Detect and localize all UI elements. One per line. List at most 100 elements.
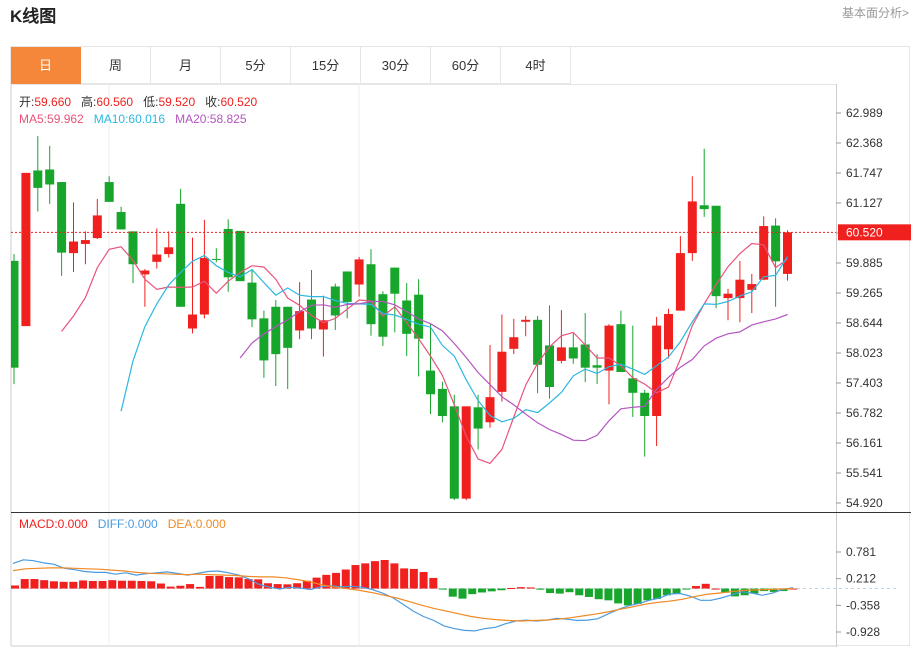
candle-body	[199, 257, 209, 315]
diff-label: DIFF:	[98, 517, 128, 531]
tab-month[interactable]: 月	[151, 47, 221, 84]
macd-bar	[789, 588, 798, 590]
macd-label: MACD:	[19, 517, 58, 531]
macd-bar	[380, 559, 389, 589]
macd-bar	[623, 588, 632, 606]
macd-bar	[643, 588, 652, 601]
candle-body	[711, 205, 721, 297]
candle-body	[485, 397, 495, 423]
candle-body	[592, 365, 602, 368]
fundamental-analysis-link[interactable]: 基本面分析>	[841, 6, 909, 20]
candle-body	[545, 345, 554, 388]
macd-bar	[186, 584, 195, 589]
macd-bar	[507, 587, 516, 589]
candle-body	[735, 279, 745, 299]
ma5-value: 59.962	[47, 112, 84, 126]
macd-bar	[263, 583, 272, 589]
candle-body	[164, 247, 174, 255]
ma20-label: MA20:	[175, 112, 210, 126]
ma5-line	[61, 242, 788, 465]
candle-body	[223, 228, 233, 278]
macd-bar	[400, 568, 409, 589]
kline-chart[interactable]: 62.989 62.368 61.747 61.127 59.885 59.265 58.6…	[11, 47, 911, 647]
open-value: 59.660	[34, 95, 71, 109]
candle-body	[259, 318, 269, 361]
candle-body	[402, 300, 412, 334]
macd-bar	[108, 580, 117, 589]
tab-week[interactable]: 周	[81, 47, 151, 84]
macd-bar	[370, 561, 379, 589]
macd-bar	[156, 583, 165, 589]
macd-bar	[69, 581, 78, 589]
dea-value: 0.000	[196, 517, 226, 531]
candle-body	[687, 201, 697, 254]
macd-bar	[536, 588, 545, 590]
period-tabs: 日 周 月 5分 15分 30分 60分 4时	[11, 47, 571, 84]
macd-bar	[594, 588, 603, 600]
macd-bar	[750, 588, 759, 594]
macd-bar	[322, 574, 331, 589]
candle-body	[140, 270, 150, 275]
macd-bar	[302, 580, 311, 589]
candle-body	[390, 267, 400, 294]
macd-bar	[419, 572, 428, 589]
macd-bar	[176, 585, 185, 589]
tab-60min[interactable]: 60分	[431, 47, 501, 84]
dea-label: DEA:	[168, 517, 196, 531]
macd-bar	[526, 587, 535, 589]
candle-body	[211, 258, 221, 260]
price-tick-label: 62.989	[846, 106, 883, 120]
candle-body	[283, 306, 293, 348]
price-tick-label: 59.265	[846, 286, 883, 300]
macd-bar	[409, 568, 418, 589]
candle-body	[92, 215, 102, 239]
candle-body	[307, 299, 316, 329]
candle-body	[247, 282, 257, 320]
macd-bar	[215, 575, 224, 589]
tab-15min[interactable]: 15分	[291, 47, 361, 84]
candle-body	[616, 324, 626, 373]
candle-body	[628, 378, 638, 393]
tab-5min[interactable]: 5分	[221, 47, 291, 84]
candle-body	[509, 337, 519, 349]
macd-tick-label: -0.358	[846, 598, 880, 612]
macd-bar	[575, 588, 584, 596]
macd-bar	[448, 588, 457, 597]
macd-bar	[195, 586, 204, 589]
candle-body	[426, 370, 435, 395]
macd-bar	[234, 577, 243, 589]
tab-day[interactable]: 日	[11, 47, 81, 84]
page-title: K线图	[10, 7, 57, 26]
macd-bar	[565, 588, 574, 593]
candle-body	[652, 325, 662, 417]
macd-bar	[20, 579, 29, 589]
tab-30min[interactable]: 30分	[361, 47, 431, 84]
macd-bar	[458, 588, 467, 599]
tab-4hour[interactable]: 4时	[501, 47, 571, 84]
macd-bar	[662, 588, 671, 596]
macd-bar	[49, 581, 58, 589]
price-tick-label: 58.644	[846, 316, 883, 330]
macd-bar	[701, 583, 710, 589]
candle-body	[342, 271, 352, 302]
candle-body	[461, 406, 471, 499]
macd-bar	[351, 565, 360, 589]
price-tick-label: 61.747	[846, 166, 883, 180]
macd-bar	[711, 588, 720, 590]
macd-bar	[604, 588, 613, 601]
candle-body	[723, 293, 733, 299]
macd-bar	[244, 579, 253, 589]
candle-body	[568, 347, 578, 359]
candle-body	[152, 254, 162, 262]
open-label: 开:	[19, 95, 34, 109]
macd-bar	[59, 581, 68, 589]
price-tick-label: 56.161	[846, 436, 883, 450]
candle-body	[354, 259, 364, 285]
price-tick-label: 57.403	[846, 376, 883, 390]
last-price-label: 60.520	[846, 225, 883, 239]
macd-bar	[341, 569, 350, 589]
macd-bar	[769, 588, 778, 592]
ma20-value: 58.825	[210, 112, 247, 126]
candle-body	[188, 314, 197, 329]
price-tick-label: 61.127	[846, 196, 883, 210]
